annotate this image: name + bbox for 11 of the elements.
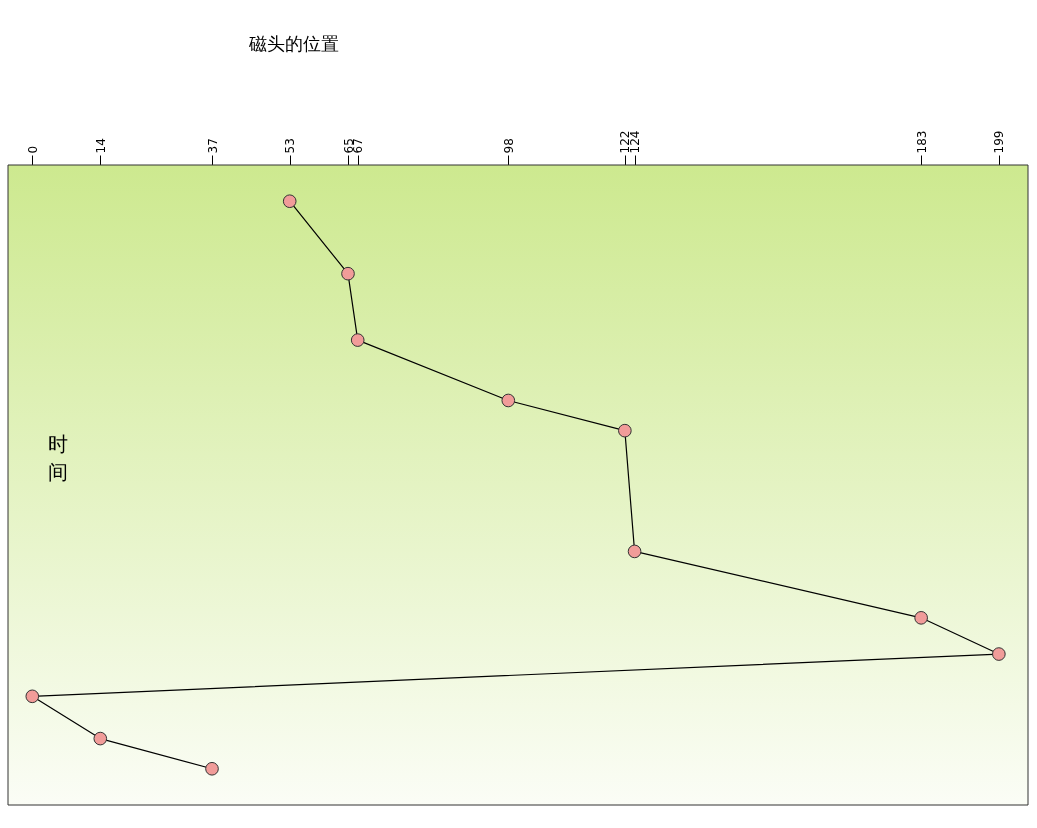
x-tick-label: 37 [205,138,220,154]
x-tick-label: 53 [283,138,298,154]
x-tick-label: 0 [25,145,40,154]
annotation: 时间 [48,432,68,484]
text: 磁头的位置 [247,33,339,54]
x-tick-label: 67 [351,138,366,154]
x-tick-label: 183 [914,130,929,154]
x-tick-label: 199 [992,130,1007,154]
x-tick-label: 98 [501,138,516,154]
x-tick-label: 124 [628,130,643,154]
x-tick-label: 14 [93,138,108,154]
